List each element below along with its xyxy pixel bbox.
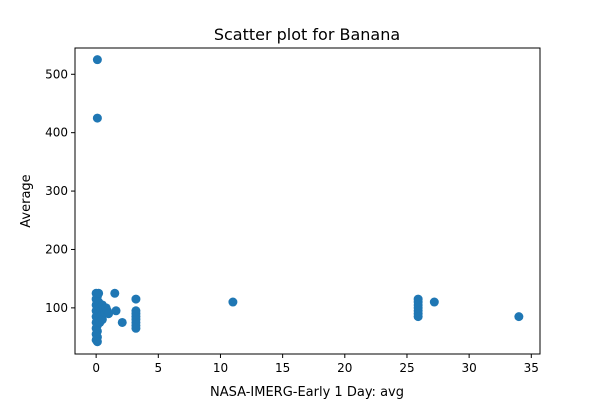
scatter-point: [110, 288, 120, 298]
scatter-point: [131, 323, 141, 333]
x-tick-label: 35: [524, 361, 539, 375]
scatter-point: [117, 317, 127, 327]
x-tick-label: 10: [213, 361, 228, 375]
scatter-point: [104, 309, 114, 319]
scatter-point: [413, 312, 423, 322]
scatter-point: [92, 113, 102, 123]
scatter-point: [429, 297, 439, 307]
scatter-point: [228, 297, 238, 307]
y-tick-label: 400: [45, 126, 68, 140]
points-layer: [91, 55, 524, 347]
scatter-point: [92, 337, 102, 347]
x-axis-ticks: 0 5 10 15 20 25 30 35: [92, 354, 539, 375]
x-tick-label: 5: [154, 361, 162, 375]
x-axis-label: NASA-IMERG-Early 1 Day: avg: [210, 385, 404, 400]
y-axis-label: Average: [19, 174, 34, 227]
x-tick-label: 30: [461, 361, 476, 375]
chart-title: Scatter plot for Banana: [214, 25, 400, 44]
y-tick-label: 500: [45, 67, 68, 81]
y-tick-label: 100: [45, 301, 68, 315]
scatter-point: [97, 315, 107, 325]
y-axis-ticks: 100 200 300 400 500: [45, 67, 75, 315]
scatter-point: [92, 55, 102, 65]
x-tick-label: 25: [399, 361, 414, 375]
scatter-point: [514, 312, 524, 322]
x-tick-label: 20: [337, 361, 352, 375]
y-tick-label: 200: [45, 242, 68, 256]
scatter-point: [94, 288, 104, 298]
x-tick-label: 0: [92, 361, 100, 375]
y-tick-label: 300: [45, 184, 68, 198]
x-tick-label: 15: [275, 361, 290, 375]
scatter-point: [111, 306, 121, 316]
plot-frame: [74, 47, 541, 355]
scatter-point: [131, 294, 141, 304]
